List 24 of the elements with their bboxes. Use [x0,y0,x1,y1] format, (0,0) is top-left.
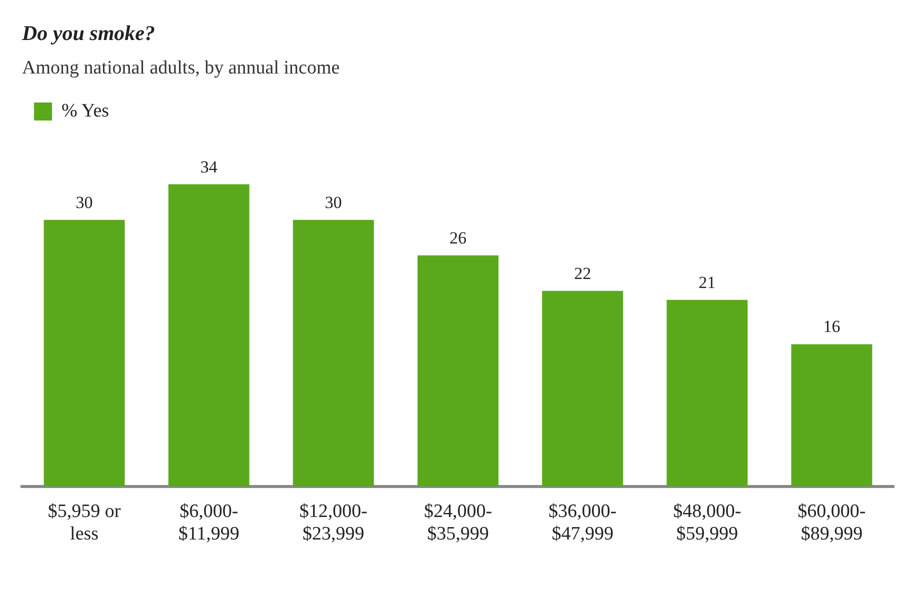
legend-label: % Yes [62,100,110,122]
data-label: 30 [324,192,342,212]
bar [542,290,624,486]
x-tick-label: $36,000- $47,999 [548,500,617,545]
x-tick-label: $60,000- $89,999 [798,500,866,545]
data-label: 16 [823,317,840,336]
data-label: 22 [574,264,592,283]
bar [418,255,498,486]
x-tick-label: $48,000- $59,999 [673,500,742,545]
chart-subtitle: Among national adults, by annual income [22,58,340,79]
bar [44,220,125,486]
bar [791,344,872,486]
x-tick-label: $5,959 or less [48,500,122,545]
chart-title: Do you smoke? [21,21,155,46]
data-label: 21 [698,272,716,292]
x-tick-label: $12,000- $23,999 [299,500,368,545]
data-label: 34 [200,157,218,176]
bar [292,220,374,486]
data-label: 30 [76,192,93,212]
x-tick-label: $24,000- $35,999 [424,500,492,545]
data-label: 26 [450,228,466,248]
bar [168,184,250,486]
bar [666,300,748,486]
x-tick-label: $6,000- $11,999 [178,500,240,545]
